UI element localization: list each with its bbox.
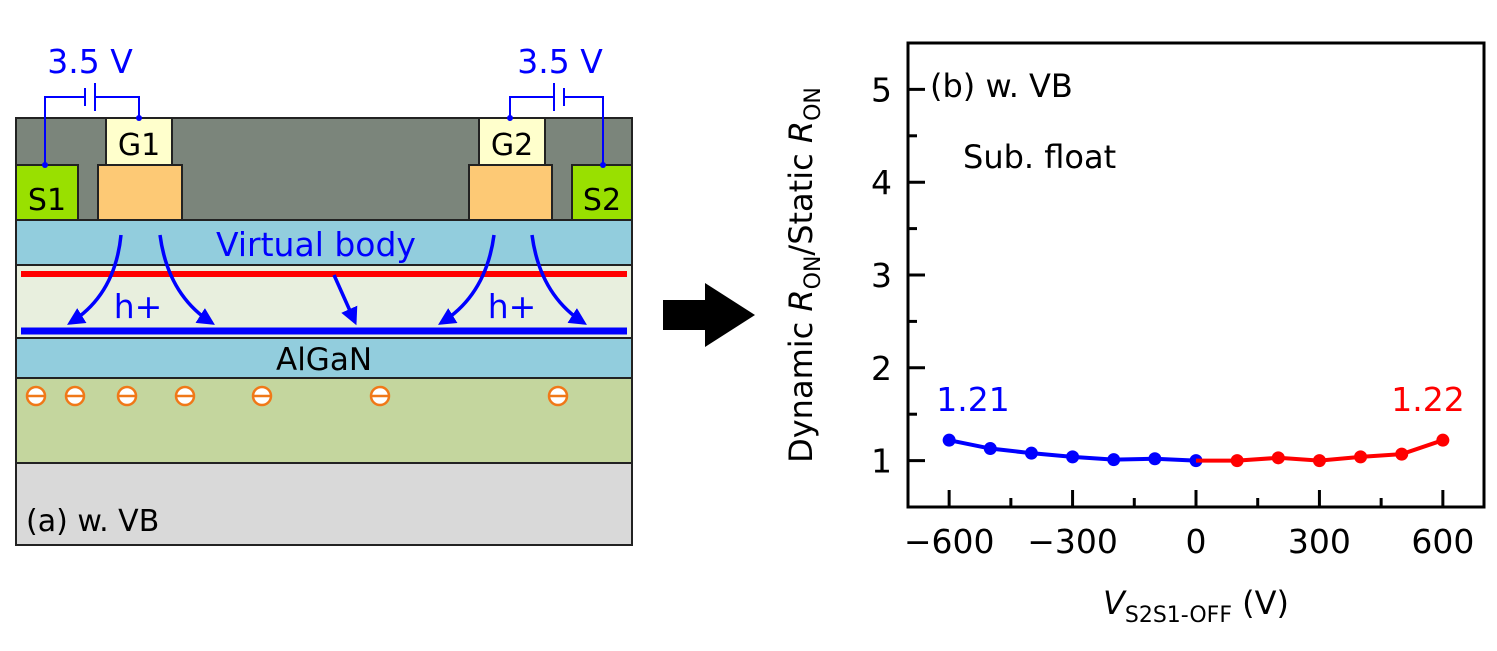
device-cross-section — [15, 117, 633, 546]
virtual-body-label: Virtual body — [216, 225, 416, 264]
x-tick-label: −600 — [904, 522, 995, 561]
data-point — [1395, 447, 1409, 461]
x-tick-label: −300 — [1027, 522, 1118, 561]
data-point — [1230, 454, 1244, 468]
hole-label-left: h+ — [114, 287, 163, 326]
x-axis-label: VS2S1-OFF (V) — [1103, 584, 1289, 628]
y-tick-label: 1 — [871, 442, 892, 481]
x-tick-label: 600 — [1411, 522, 1474, 561]
buffer-layer — [15, 377, 633, 464]
electron-icon — [547, 385, 569, 407]
hole-label-right: h+ — [488, 287, 537, 326]
annotation-left: 1.21 — [936, 380, 1009, 419]
gate1-label: G1 — [118, 128, 160, 163]
y-axis-label: Dynamic RON/Static RON — [782, 87, 826, 463]
left-voltage-label: 3.5 V — [47, 42, 133, 81]
data-point — [1436, 433, 1450, 447]
data-point — [1024, 446, 1038, 460]
panel-b-label: (b) w. VB — [930, 67, 1073, 105]
condition-label: Sub. float — [963, 138, 1116, 176]
g1-node — [136, 115, 142, 121]
right-voltage-label: 3.5 V — [517, 42, 603, 81]
substrate-layer — [15, 462, 633, 546]
right-arrow-icon — [663, 283, 755, 347]
source1-label: S1 — [28, 183, 66, 218]
source2-label: S2 — [583, 183, 621, 218]
data-point — [983, 442, 997, 456]
electron-icon — [116, 385, 138, 407]
algan-layer — [15, 337, 633, 379]
x-tick-label: 0 — [1186, 522, 1207, 561]
data-point — [1354, 450, 1368, 464]
electron-icon — [64, 385, 86, 407]
arrow-icon — [438, 234, 496, 325]
electron-icon — [251, 385, 273, 407]
panel-a-label: (a) w. VB — [26, 504, 159, 539]
data-point — [1107, 453, 1121, 467]
electrons — [25, 385, 569, 407]
data-point — [1148, 452, 1162, 466]
s2-node — [600, 162, 606, 168]
annotation-right: 1.22 — [1391, 380, 1464, 419]
gate1-metal — [97, 164, 183, 221]
arrow-icon — [67, 234, 123, 325]
data-point — [942, 433, 956, 447]
electron-icon — [25, 385, 47, 407]
chart: 1 2 3 4 5 −600 −300 0 300 600 — [871, 41, 1486, 561]
algan-label: AlGaN — [276, 342, 372, 378]
y-tick-label: 3 — [871, 256, 892, 295]
data-point — [1271, 451, 1285, 465]
y-tick-label: 5 — [871, 70, 892, 109]
bias-circuit-left — [44, 83, 140, 165]
arrow-icon — [332, 274, 358, 326]
s1-node — [42, 162, 48, 168]
x-tick-label: 300 — [1288, 522, 1351, 561]
bias-circuit-right — [509, 83, 604, 165]
y-tick-label: 2 — [871, 349, 892, 388]
electron-icon — [174, 385, 196, 407]
arrow-icon — [530, 234, 587, 325]
data-point — [1312, 454, 1326, 468]
electron-icon — [369, 385, 391, 407]
gate2-label: G2 — [491, 128, 533, 163]
arrow-icon — [158, 234, 215, 325]
plot-frame — [906, 41, 1486, 509]
g2-node — [507, 115, 513, 121]
hole-flow-arrows — [67, 234, 587, 326]
gate2-metal — [468, 164, 553, 221]
data-point — [1066, 450, 1080, 464]
y-tick-label: 4 — [871, 163, 892, 202]
